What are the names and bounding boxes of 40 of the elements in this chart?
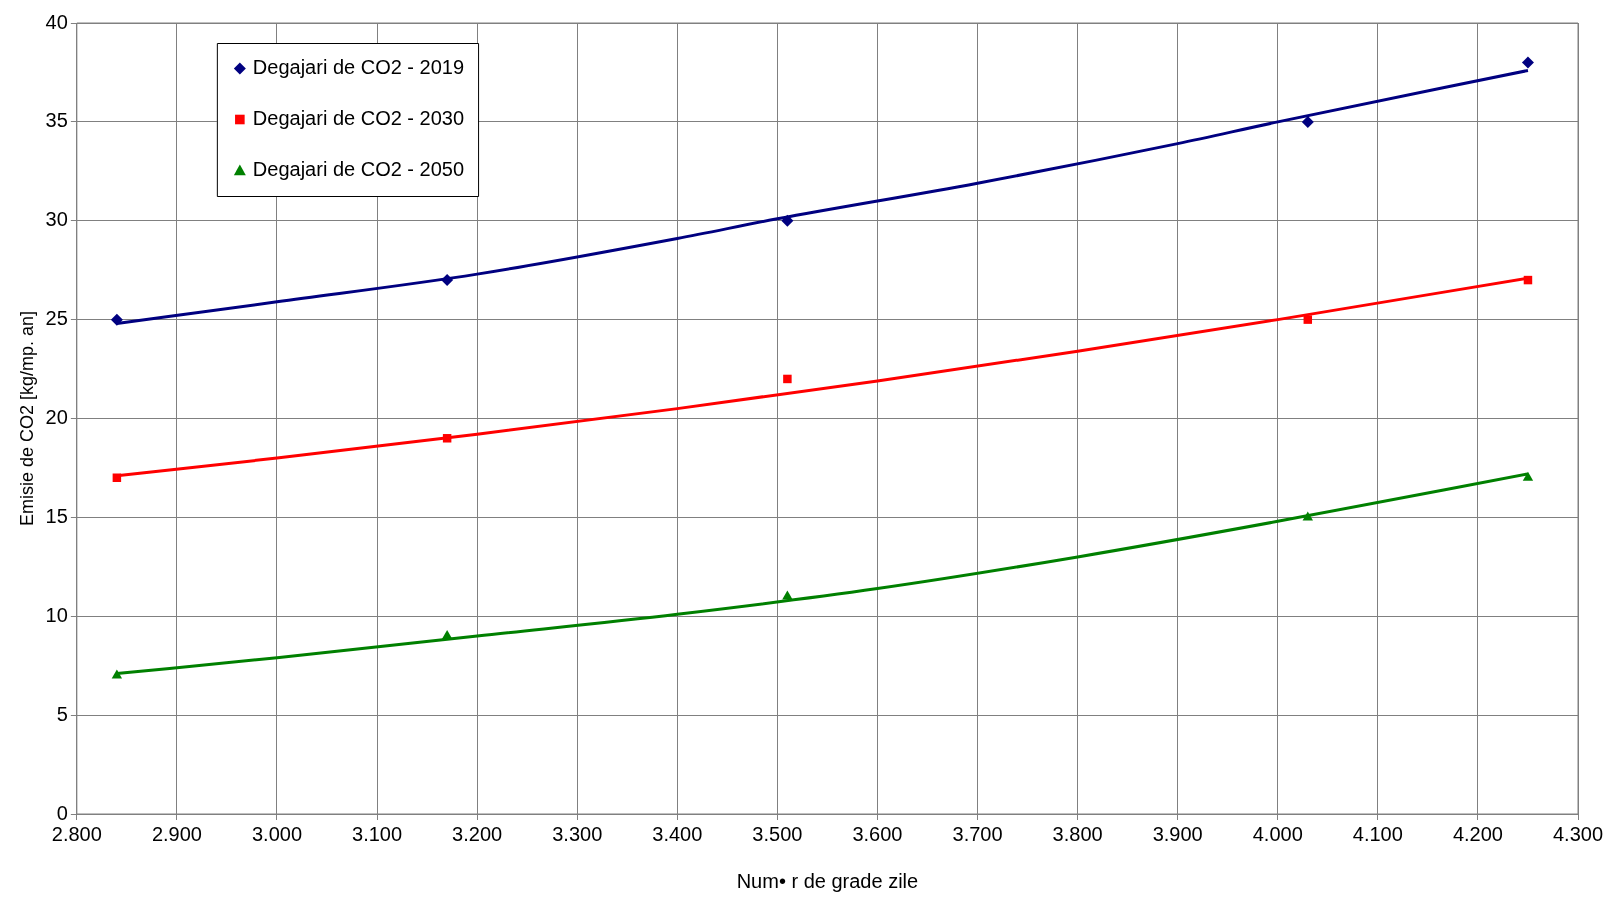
point (1522, 471, 1534, 481)
x-tick-label: 3.200 (452, 822, 503, 845)
point (442, 434, 452, 443)
x-tick-label: 3.600 (852, 822, 903, 845)
x-axis-title: Num• r de grade zile (736, 869, 919, 892)
y-axis-title: Emisie de CO2 [kg/mp. an] (16, 310, 37, 527)
y-tick-label: 20 (45, 406, 68, 429)
y-tick-label: 30 (45, 208, 68, 231)
y-tick-label: 0 (56, 801, 68, 824)
legend-label: Degajari de CO2 - 2050 (252, 158, 465, 181)
legend-label: Degajari de CO2 - 2019 (252, 56, 465, 79)
x-tick-label: 3.000 (251, 822, 303, 845)
point (441, 274, 454, 287)
x-tick-label: 3.500 (752, 822, 803, 845)
x-tick-label: 4.000 (1252, 822, 1303, 845)
point (781, 214, 794, 227)
x-tick-label: 3.800 (1052, 822, 1103, 845)
point (1303, 315, 1313, 324)
x-tick-label: 2.900 (151, 822, 202, 845)
y-tick-label: 5 (56, 702, 68, 725)
point (1521, 56, 1534, 69)
point (111, 669, 123, 679)
point (441, 630, 453, 640)
legend-label: Degajari de CO2 - 2030 (252, 107, 465, 130)
x-tick-label: 2.800 (51, 822, 102, 845)
x-tick-label: 3.400 (652, 822, 703, 845)
y-tick-label: 15 (45, 504, 68, 527)
x-tick-label: 4.300 (1552, 822, 1604, 845)
y-tick-label: 25 (45, 307, 68, 330)
y-tick-label: 35 (45, 109, 68, 132)
x-tick-label: 3.900 (1152, 822, 1203, 845)
y-tick-label: 10 (45, 603, 68, 626)
point (783, 374, 792, 384)
x-tick-label: 4.100 (1352, 822, 1403, 845)
x-tick-label: 4.200 (1452, 822, 1503, 845)
x-tick-label: 3.300 (552, 822, 603, 845)
point (110, 313, 123, 326)
x-tick-label: 3.100 (352, 822, 403, 845)
x-tick-label: 3.700 (952, 822, 1003, 845)
y-tick-label: 40 (45, 10, 68, 33)
